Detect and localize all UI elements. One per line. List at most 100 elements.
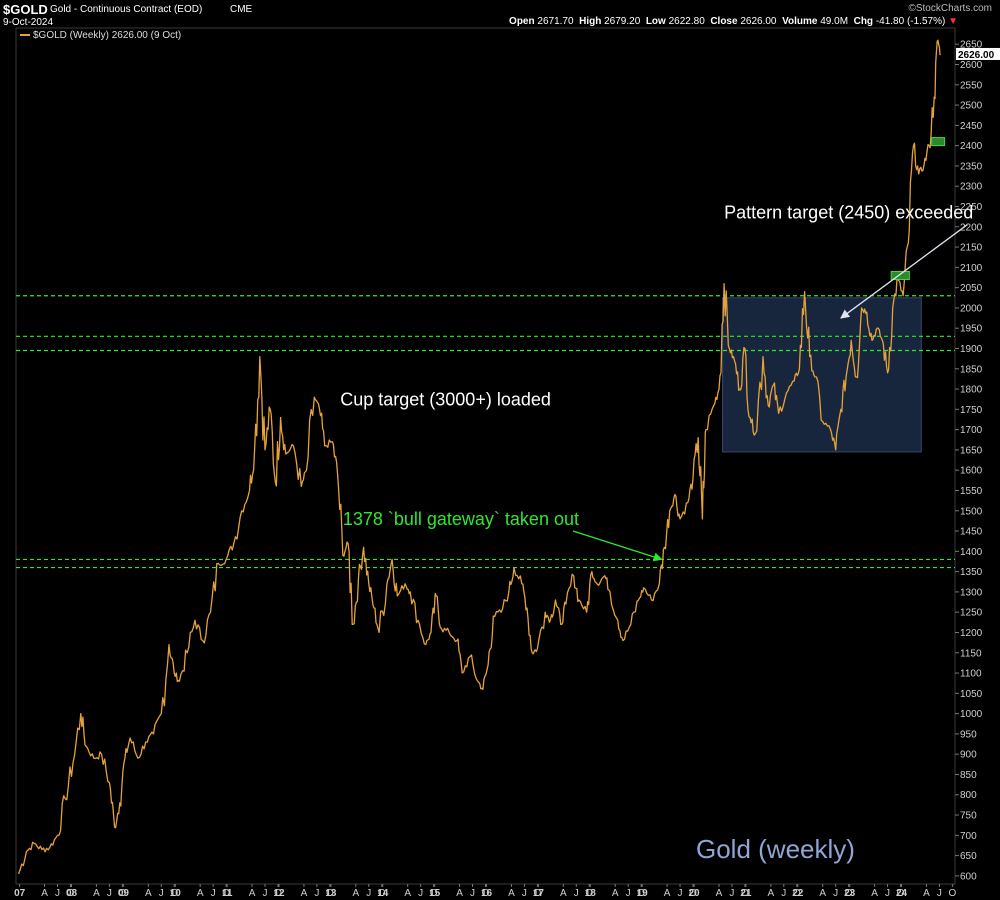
x-tick-label: A xyxy=(871,888,878,899)
x-tick-label: A xyxy=(767,888,774,899)
low-value: 2622.80 xyxy=(668,16,705,27)
x-tick-label: J xyxy=(470,888,475,899)
high-label: High xyxy=(579,16,602,27)
x-tick-label: J xyxy=(937,888,942,899)
y-tick-label: 850 xyxy=(960,770,977,781)
x-tick-label: 19 xyxy=(637,888,649,899)
x-tick-label: O xyxy=(67,888,75,899)
header-name: Gold - Continuous Contract (EOD) xyxy=(50,4,203,15)
y-tick-label: 1250 xyxy=(960,608,983,619)
x-tick-label: 21 xyxy=(740,888,752,899)
y-tick-label: 1750 xyxy=(960,405,983,416)
consolidation-box xyxy=(722,297,922,453)
x-tick-label: A xyxy=(41,888,48,899)
open-value: 2671.70 xyxy=(537,16,574,27)
y-tick-label: 650 xyxy=(960,851,977,862)
x-tick-label: 10 xyxy=(170,888,182,899)
chart-title-watermark: Gold (weekly) xyxy=(696,834,855,864)
x-tick-label: 08 xyxy=(66,888,78,899)
y-tick-label: 1550 xyxy=(960,486,983,497)
y-tick-label: 1650 xyxy=(960,445,983,456)
y-tick-label: 2600 xyxy=(960,60,983,71)
x-tick-label: A xyxy=(249,888,256,899)
x-tick-label: 11 xyxy=(222,888,233,899)
y-tick-label: 1500 xyxy=(960,506,983,517)
high-value: 2679.20 xyxy=(604,16,641,27)
y-tick-label: 2450 xyxy=(960,121,983,132)
x-tick-label: O xyxy=(274,888,282,899)
y-tick-label: 800 xyxy=(960,790,977,801)
y-tick-label: 1350 xyxy=(960,567,983,578)
close-label: Close xyxy=(710,16,738,27)
low-label: Low xyxy=(645,16,666,27)
x-tick-label: O xyxy=(845,888,853,899)
chg-value: -41.80 (-1.57%) xyxy=(875,16,946,27)
close-value: 2626.00 xyxy=(740,16,777,27)
y-tick-label: 1300 xyxy=(960,587,983,598)
y-tick-label: 1900 xyxy=(960,344,983,355)
y-tick-label: 2350 xyxy=(960,161,983,172)
x-tick-label: O xyxy=(533,888,541,899)
x-tick-label: J xyxy=(107,888,112,899)
x-tick-label: J xyxy=(781,888,786,899)
x-tick-label: 17 xyxy=(533,888,545,899)
x-tick-label: J xyxy=(314,888,319,899)
y-tick-label: 950 xyxy=(960,729,977,740)
x-tick-label: 24 xyxy=(896,888,908,899)
x-tick-label: O xyxy=(430,888,438,899)
breakout-marker-1 xyxy=(890,270,910,280)
legend-label: $GOLD (Weekly) 2626.00 (9 Oct) xyxy=(33,30,182,41)
x-tick-label: A xyxy=(145,888,152,899)
header-exchange: CME xyxy=(230,4,253,15)
x-tick-label: O xyxy=(897,888,905,899)
x-tick-label: A xyxy=(923,888,930,899)
x-tick-label: J xyxy=(366,888,371,899)
volume-value: 49.0M xyxy=(820,16,849,27)
y-tick-label: 2250 xyxy=(960,202,983,213)
x-tick-label: A xyxy=(508,888,515,899)
y-tick-label: 1400 xyxy=(960,547,983,558)
y-tick-label: 2200 xyxy=(960,222,983,233)
y-tick-label: 1950 xyxy=(960,324,983,335)
x-tick-label: A xyxy=(612,888,619,899)
x-tick-label: O xyxy=(689,888,697,899)
open-label: Open xyxy=(509,16,535,27)
bull-gateway-annotation: 1378 `bull gateway` taken out xyxy=(343,509,579,529)
ohlc-bar: Open 2671.70 High 2679.20 Low 2622.80 Cl… xyxy=(509,16,958,27)
x-tick-label: O xyxy=(585,888,593,899)
y-tick-label: 2300 xyxy=(960,182,983,193)
plot-frame xyxy=(15,27,956,885)
y-tick-label: 2000 xyxy=(960,303,983,314)
y-tick-label: 2650 xyxy=(960,40,983,51)
y-tick-label: 700 xyxy=(960,831,977,842)
y-tick-label: 2100 xyxy=(960,263,983,274)
x-tick-label: O xyxy=(222,888,230,899)
y-tick-label: 1150 xyxy=(960,648,982,659)
cup-target-annotation: Cup target (3000+) loaded xyxy=(340,389,551,409)
y-tick-label: 750 xyxy=(960,811,977,822)
x-tick-label: A xyxy=(819,888,826,899)
legend-swatch xyxy=(20,34,30,37)
x-tick-label: 16 xyxy=(481,888,493,899)
x-tick-label: 18 xyxy=(585,888,597,899)
y-tick-label: 2050 xyxy=(960,283,983,294)
x-tick-label: A xyxy=(404,888,411,899)
chg-down-icon: ▼ xyxy=(948,16,958,27)
bull-gateway-annotation-arrow xyxy=(572,530,663,562)
x-tick-label: 23 xyxy=(844,888,856,899)
y-tick-label: 2400 xyxy=(960,141,983,152)
y-tick-label: 1600 xyxy=(960,466,983,477)
y-tick-label: 2500 xyxy=(960,101,983,112)
y-tick-label: 600 xyxy=(960,871,977,882)
y-tick-label: 1850 xyxy=(960,364,983,375)
last-price-tag xyxy=(956,47,1000,60)
x-tick-label: 09 xyxy=(118,888,130,899)
x-tick-label: J xyxy=(522,888,527,899)
x-tick-label: O xyxy=(118,888,126,899)
chart-legend: $GOLD (Weekly) 2626.00 (9 Oct) xyxy=(20,30,181,41)
header-date: 9-Oct-2024 xyxy=(3,17,54,28)
x-tick-label: A xyxy=(560,888,567,899)
x-tick-label: J xyxy=(626,888,631,899)
x-tick-label: 15 xyxy=(429,888,441,899)
